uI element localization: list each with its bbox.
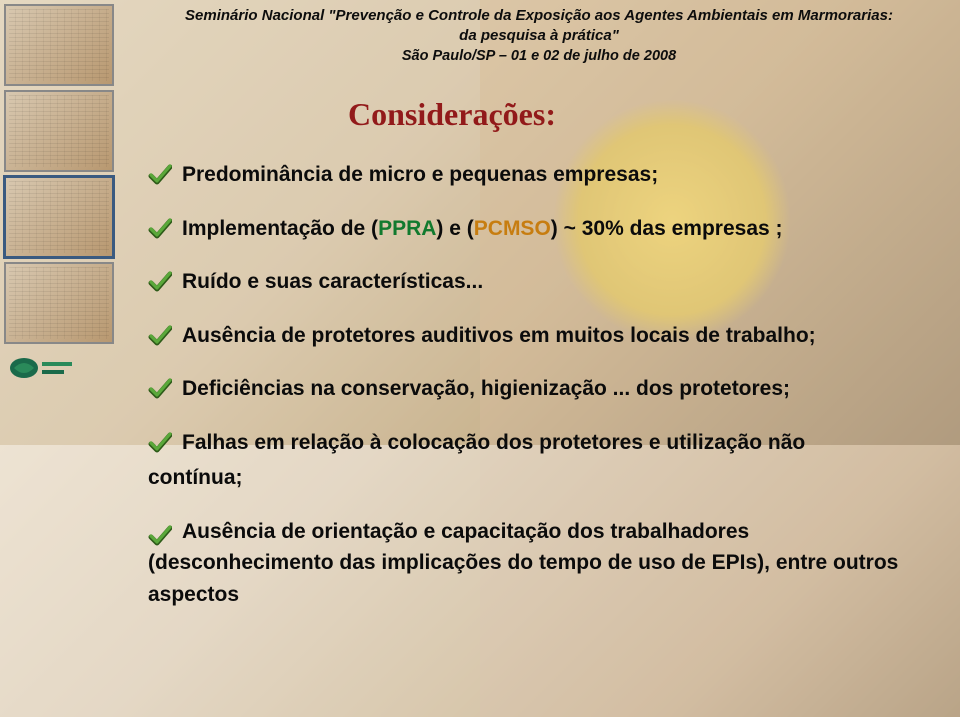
bullet-7-text: Ausência de orientação e capacitação dos…: [148, 516, 930, 611]
bullet-7-body: Ausência de orientação e capacitação dos…: [148, 520, 898, 606]
check-icon: [148, 324, 172, 348]
slide-header: Seminário Nacional "Prevenção e Controle…: [130, 6, 948, 66]
bullet-4: Ausência de protetores auditivos em muit…: [148, 320, 930, 352]
sidebar: [0, 0, 118, 717]
thumb-2: [4, 90, 114, 172]
check-icon: [148, 270, 172, 294]
b2-ppra: PPRA: [378, 217, 436, 240]
slide-content: Considerações: Predominância de micro e …: [148, 96, 930, 610]
bullet-5-text: Deficiências na conservação, higienizaçã…: [182, 373, 930, 405]
bullet-5: Deficiências na conservação, higienizaçã…: [148, 373, 930, 405]
b2-pcmso: PCMSO: [474, 217, 551, 240]
check-icon: [148, 524, 172, 548]
b2-tilde: ~: [564, 217, 576, 240]
b2-pre: Implementação de (: [182, 217, 378, 240]
slide-title: Considerações:: [348, 96, 930, 133]
check-icon: [148, 217, 172, 241]
bullet-6: Falhas em relação à colocação dos protet…: [148, 427, 930, 459]
bullet-4-text: Ausência de protetores auditivos em muit…: [182, 320, 930, 352]
bullet-1-text: Predominância de micro e pequenas empres…: [182, 159, 930, 191]
bullet-3: Ruído e suas características...: [148, 266, 930, 298]
b2-pct: 30%: [582, 217, 624, 240]
thumb-3: [4, 176, 114, 258]
check-icon: [148, 163, 172, 187]
bullet-2: Implementação de (PPRA) e (PCMSO) ~ 30% …: [148, 213, 930, 245]
bullet-3-text: Ruído e suas características...: [182, 266, 930, 298]
bullet-6-cont: contínua;: [148, 462, 930, 494]
b2-post: das empresas ;: [624, 217, 783, 240]
bullet-7: Ausência de orientação e capacitação dos…: [148, 516, 930, 611]
thumb-1: [4, 4, 114, 86]
bullet-6a-text: Falhas em relação à colocação dos protet…: [182, 427, 930, 459]
bullet-2-text: Implementação de (PPRA) e (PCMSO) ~ 30% …: [182, 213, 930, 245]
thumb-4: [4, 262, 114, 344]
bullet-6b-text: contínua;: [148, 466, 243, 489]
header-line-2: da pesquisa à prática": [130, 26, 948, 46]
check-icon: [148, 377, 172, 401]
check-icon: [148, 431, 172, 455]
bullet-1: Predominância de micro e pequenas empres…: [148, 159, 930, 191]
header-line-3: São Paulo/SP – 01 e 02 de julho de 2008: [130, 47, 948, 67]
b2-mid1: ) e (: [436, 217, 473, 240]
header-line-1: Seminário Nacional "Prevenção e Controle…: [130, 6, 948, 26]
logo: [4, 348, 118, 388]
b2-mid2: ): [551, 217, 564, 240]
